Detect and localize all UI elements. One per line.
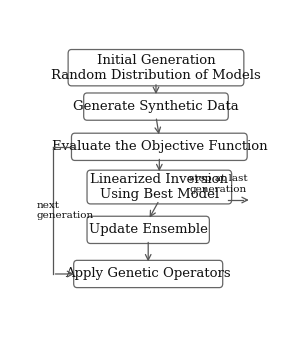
- FancyBboxPatch shape: [68, 50, 244, 86]
- Text: Linearized Inversion
Using Best Model: Linearized Inversion Using Best Model: [90, 173, 228, 201]
- Text: next
generation: next generation: [37, 201, 94, 220]
- Text: Generate Synthetic Data: Generate Synthetic Data: [73, 100, 239, 113]
- Text: Initial Generation
Random Distribution of Models: Initial Generation Random Distribution o…: [51, 54, 261, 82]
- Text: Evaluate the Objective Function: Evaluate the Objective Function: [51, 140, 267, 153]
- FancyBboxPatch shape: [84, 93, 228, 120]
- FancyBboxPatch shape: [87, 216, 210, 244]
- Text: Update Ensemble: Update Ensemble: [89, 223, 208, 236]
- FancyBboxPatch shape: [87, 170, 232, 204]
- Text: Apply Genetic Operators: Apply Genetic Operators: [65, 268, 231, 280]
- FancyBboxPatch shape: [71, 133, 247, 160]
- FancyBboxPatch shape: [74, 261, 223, 287]
- Text: stop at last
generation: stop at last generation: [189, 174, 247, 193]
